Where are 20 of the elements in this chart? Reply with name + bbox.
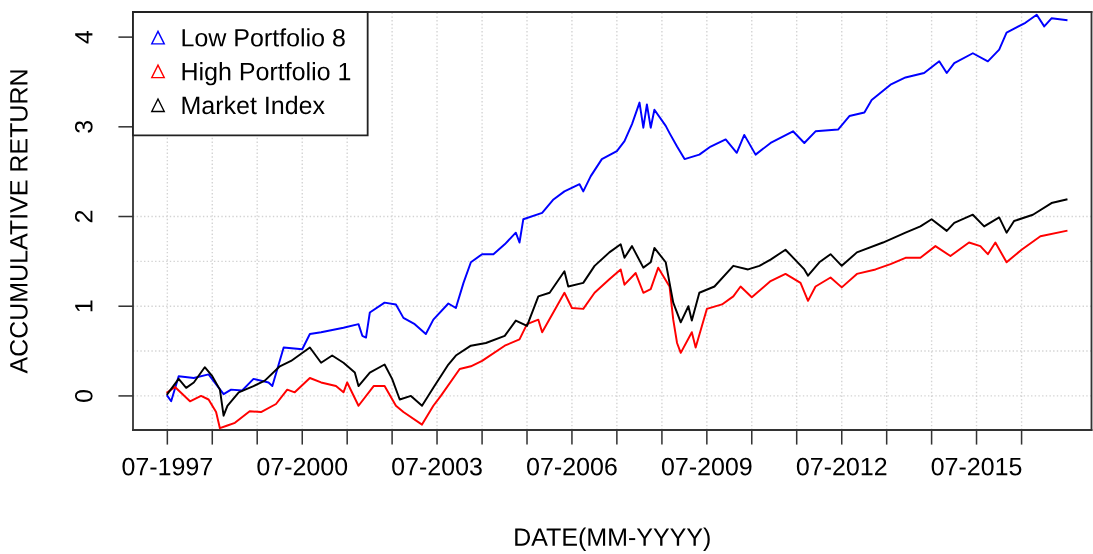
y-tick-label: 0: [74, 389, 93, 402]
x-tick-label: 07-1997: [122, 457, 212, 476]
legend-label: High Portfolio 1: [182, 62, 351, 86]
x-tick-label: 07-2012: [796, 457, 887, 476]
legend-label: Low Portfolio 8: [182, 28, 345, 47]
x-tick-label: 07-2006: [527, 457, 617, 476]
y-tick-label: 1: [75, 300, 93, 312]
x-tick-label: 07-2000: [257, 457, 348, 476]
legend-label: Market Index: [182, 95, 325, 115]
y-tick-label: 4: [75, 30, 93, 44]
x-axis-title: DATE(MM-YYYY): [515, 527, 710, 551]
x-tick-label: 07-2009: [661, 457, 752, 476]
y-tick-label: 2: [74, 210, 93, 223]
x-tick-label: 07-2003: [392, 457, 482, 476]
y-axis-title: ACCUMULATIVE RETURN: [9, 70, 28, 374]
line-series: [166, 229, 1068, 430]
y-tick-label: 3: [74, 120, 93, 133]
line-series: [166, 13, 1068, 403]
line-series: [166, 198, 1068, 417]
x-tick-label: 07-2015: [931, 457, 1022, 476]
